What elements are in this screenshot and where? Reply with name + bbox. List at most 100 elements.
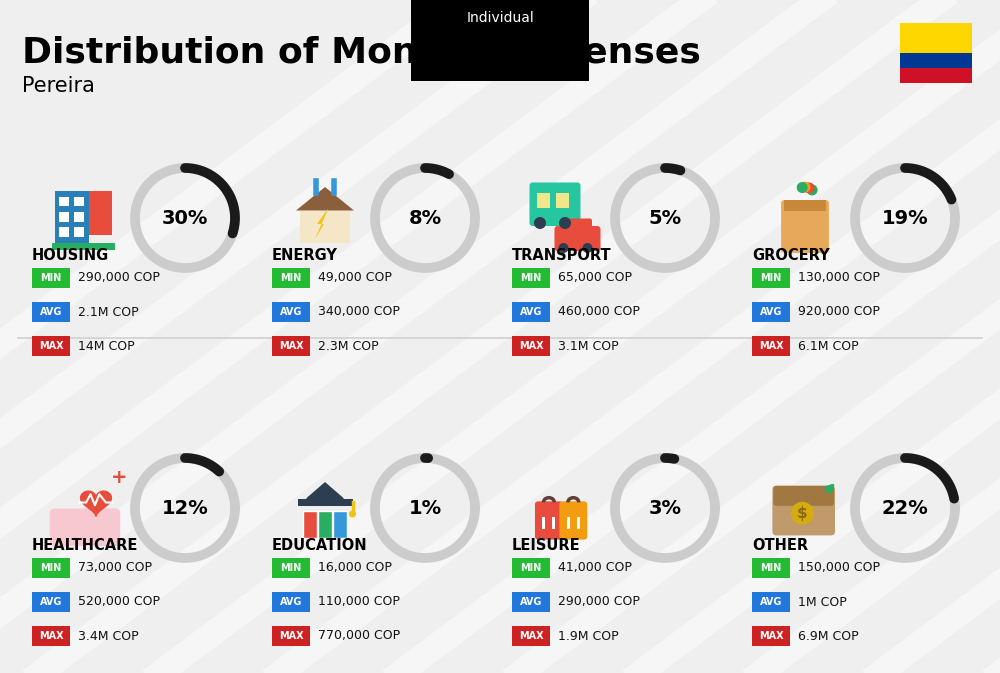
Text: MAX: MAX bbox=[39, 631, 63, 641]
Text: HEALTHCARE: HEALTHCARE bbox=[32, 538, 138, 553]
Text: MIN: MIN bbox=[520, 273, 542, 283]
FancyBboxPatch shape bbox=[781, 200, 829, 253]
FancyBboxPatch shape bbox=[32, 336, 70, 356]
FancyBboxPatch shape bbox=[74, 197, 84, 207]
FancyBboxPatch shape bbox=[570, 518, 577, 528]
Text: ENERGY: ENERGY bbox=[272, 248, 338, 263]
Text: MAX: MAX bbox=[519, 341, 543, 351]
Text: +: + bbox=[111, 468, 127, 487]
FancyBboxPatch shape bbox=[32, 592, 70, 612]
Circle shape bbox=[797, 182, 808, 193]
Text: 73,000 COP: 73,000 COP bbox=[78, 561, 152, 575]
FancyBboxPatch shape bbox=[59, 197, 69, 207]
FancyBboxPatch shape bbox=[752, 558, 790, 578]
FancyBboxPatch shape bbox=[318, 511, 332, 538]
FancyBboxPatch shape bbox=[272, 336, 310, 356]
Text: 290,000 COP: 290,000 COP bbox=[558, 596, 640, 608]
Circle shape bbox=[582, 243, 592, 253]
FancyBboxPatch shape bbox=[752, 302, 790, 322]
FancyBboxPatch shape bbox=[74, 227, 84, 238]
Text: MIN: MIN bbox=[40, 273, 62, 283]
Polygon shape bbox=[306, 482, 344, 505]
Text: $: $ bbox=[797, 505, 808, 521]
Text: MIN: MIN bbox=[760, 563, 782, 573]
FancyBboxPatch shape bbox=[512, 302, 550, 322]
FancyBboxPatch shape bbox=[52, 244, 115, 250]
FancyBboxPatch shape bbox=[545, 518, 552, 528]
Text: AVG: AVG bbox=[520, 597, 542, 607]
Text: GROCERY: GROCERY bbox=[752, 248, 830, 263]
FancyBboxPatch shape bbox=[333, 511, 347, 538]
FancyBboxPatch shape bbox=[89, 190, 112, 234]
Text: 920,000 COP: 920,000 COP bbox=[798, 306, 880, 318]
Text: 1%: 1% bbox=[408, 499, 442, 518]
Circle shape bbox=[558, 243, 568, 253]
Text: 14M COP: 14M COP bbox=[78, 339, 135, 353]
Text: AVG: AVG bbox=[760, 597, 782, 607]
Text: 16,000 COP: 16,000 COP bbox=[318, 561, 392, 575]
Text: 5%: 5% bbox=[648, 209, 682, 227]
Text: MAX: MAX bbox=[759, 341, 783, 351]
Circle shape bbox=[791, 502, 814, 525]
FancyBboxPatch shape bbox=[55, 190, 89, 246]
FancyBboxPatch shape bbox=[32, 268, 70, 288]
Text: MAX: MAX bbox=[39, 341, 63, 351]
FancyBboxPatch shape bbox=[542, 518, 555, 528]
FancyBboxPatch shape bbox=[272, 558, 310, 578]
Text: AVG: AVG bbox=[280, 597, 302, 607]
Text: 12%: 12% bbox=[162, 499, 208, 518]
FancyBboxPatch shape bbox=[784, 201, 826, 211]
FancyBboxPatch shape bbox=[32, 558, 70, 578]
Text: AVG: AVG bbox=[760, 307, 782, 317]
FancyBboxPatch shape bbox=[272, 592, 310, 612]
FancyBboxPatch shape bbox=[567, 518, 580, 528]
Text: MAX: MAX bbox=[519, 631, 543, 641]
Text: 49,000 COP: 49,000 COP bbox=[318, 271, 392, 285]
Text: 3.1M COP: 3.1M COP bbox=[558, 339, 619, 353]
FancyBboxPatch shape bbox=[536, 193, 550, 208]
Polygon shape bbox=[296, 187, 354, 211]
FancyBboxPatch shape bbox=[512, 592, 550, 612]
Text: 520,000 COP: 520,000 COP bbox=[78, 596, 160, 608]
Text: 19%: 19% bbox=[882, 209, 928, 227]
Text: Distribution of Monthly Expenses: Distribution of Monthly Expenses bbox=[22, 36, 701, 70]
Text: TRANSPORT: TRANSPORT bbox=[512, 248, 612, 263]
Text: 150,000 COP: 150,000 COP bbox=[798, 561, 880, 575]
FancyBboxPatch shape bbox=[560, 219, 592, 235]
FancyBboxPatch shape bbox=[74, 212, 84, 222]
FancyBboxPatch shape bbox=[752, 268, 790, 288]
Polygon shape bbox=[315, 208, 328, 239]
Text: Individual: Individual bbox=[466, 11, 534, 25]
Text: 65,000 COP: 65,000 COP bbox=[558, 271, 632, 285]
FancyBboxPatch shape bbox=[752, 592, 790, 612]
FancyBboxPatch shape bbox=[298, 499, 352, 505]
Text: HOUSING: HOUSING bbox=[32, 248, 109, 263]
FancyBboxPatch shape bbox=[300, 211, 350, 243]
Text: 2.1M COP: 2.1M COP bbox=[78, 306, 139, 318]
Text: 6.1M COP: 6.1M COP bbox=[798, 339, 859, 353]
FancyBboxPatch shape bbox=[272, 268, 310, 288]
FancyBboxPatch shape bbox=[554, 226, 600, 251]
FancyBboxPatch shape bbox=[773, 486, 834, 506]
Text: AVG: AVG bbox=[520, 307, 542, 317]
FancyBboxPatch shape bbox=[559, 501, 587, 540]
FancyBboxPatch shape bbox=[59, 227, 69, 238]
FancyBboxPatch shape bbox=[900, 23, 972, 53]
Text: AVG: AVG bbox=[40, 307, 62, 317]
Text: 22%: 22% bbox=[882, 499, 928, 518]
FancyBboxPatch shape bbox=[512, 626, 550, 646]
Circle shape bbox=[804, 182, 815, 193]
FancyBboxPatch shape bbox=[530, 182, 580, 226]
Text: MIN: MIN bbox=[520, 563, 542, 573]
FancyBboxPatch shape bbox=[512, 336, 550, 356]
FancyBboxPatch shape bbox=[32, 626, 70, 646]
FancyBboxPatch shape bbox=[535, 501, 563, 540]
Text: Pereira: Pereira bbox=[22, 76, 95, 96]
FancyBboxPatch shape bbox=[772, 486, 835, 536]
FancyBboxPatch shape bbox=[32, 302, 70, 322]
Text: AVG: AVG bbox=[280, 307, 302, 317]
Circle shape bbox=[349, 511, 356, 518]
Text: MIN: MIN bbox=[280, 563, 302, 573]
Text: 30%: 30% bbox=[162, 209, 208, 227]
Circle shape bbox=[559, 217, 571, 229]
